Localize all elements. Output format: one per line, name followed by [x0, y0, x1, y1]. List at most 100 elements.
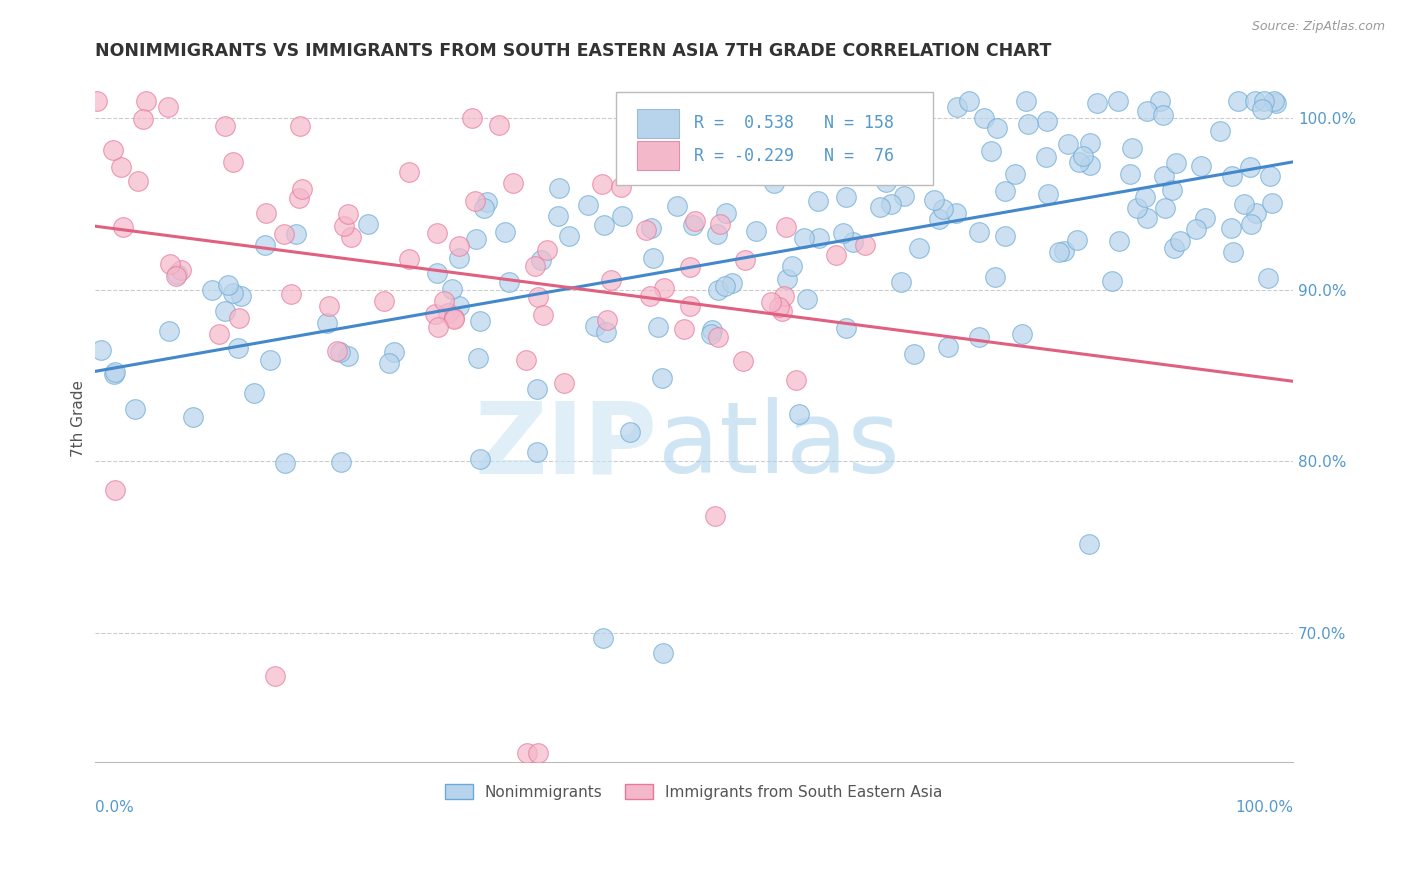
Point	[636, 165, 658, 179]
Point	[994, 229, 1017, 244]
Point	[1265, 96, 1288, 111]
Point	[103, 144, 125, 158]
Point	[793, 231, 815, 245]
Point	[166, 268, 188, 282]
Point	[1251, 102, 1274, 116]
Point	[1136, 211, 1159, 226]
Point	[957, 94, 980, 108]
Point	[969, 330, 991, 344]
Point	[1160, 182, 1182, 196]
Point	[427, 320, 450, 334]
Point	[986, 120, 1008, 135]
Point	[181, 410, 204, 425]
Point	[652, 281, 675, 295]
Point	[426, 226, 449, 240]
Point	[1153, 169, 1175, 183]
Point	[1133, 189, 1156, 203]
Point	[280, 287, 302, 301]
Point	[643, 252, 665, 266]
Point	[1125, 202, 1147, 216]
Point	[398, 252, 420, 266]
Point	[472, 201, 495, 215]
Point	[488, 118, 510, 132]
Point	[1036, 186, 1059, 201]
Point	[714, 206, 737, 220]
Point	[259, 353, 281, 368]
Point	[807, 194, 830, 209]
Point	[870, 114, 893, 128]
Point	[447, 299, 470, 313]
Point	[583, 318, 606, 333]
Point	[524, 260, 547, 274]
Point	[893, 189, 915, 203]
Point	[775, 271, 797, 285]
Point	[666, 155, 689, 169]
Point	[932, 202, 955, 216]
Point	[326, 344, 349, 359]
Point	[599, 273, 621, 287]
Point	[775, 220, 797, 235]
Text: 0.0%: 0.0%	[94, 799, 134, 814]
Point	[759, 294, 782, 309]
Point	[274, 456, 297, 470]
Point	[1220, 220, 1243, 235]
Point	[1004, 167, 1026, 181]
Point	[898, 149, 921, 163]
Point	[1101, 274, 1123, 288]
Point	[699, 326, 721, 341]
Point	[1107, 94, 1129, 108]
Point	[768, 301, 790, 315]
Point	[373, 293, 395, 308]
Point	[467, 351, 489, 366]
Point	[229, 289, 252, 303]
Point	[470, 314, 492, 328]
Point	[104, 365, 127, 379]
Point	[558, 229, 581, 244]
Point	[222, 285, 245, 300]
Point	[208, 326, 231, 341]
Text: R = -0.229   N =  76: R = -0.229 N = 76	[693, 146, 894, 164]
Point	[516, 746, 538, 760]
Point	[553, 376, 575, 390]
Point	[217, 277, 239, 292]
Point	[1244, 206, 1267, 220]
Point	[330, 455, 353, 469]
Point	[288, 191, 311, 205]
Point	[875, 175, 897, 189]
Point	[228, 311, 250, 326]
Point	[337, 207, 360, 221]
Point	[533, 308, 555, 322]
Point	[357, 217, 380, 231]
Point	[928, 212, 950, 227]
Point	[264, 669, 287, 683]
Point	[159, 257, 181, 271]
Point	[157, 324, 180, 338]
Point	[578, 198, 600, 212]
Point	[90, 343, 112, 358]
Point	[1164, 156, 1187, 170]
Point	[1258, 169, 1281, 183]
Point	[1066, 233, 1088, 247]
Point	[243, 385, 266, 400]
Point	[530, 252, 553, 267]
Point	[936, 340, 959, 354]
Point	[666, 199, 689, 213]
Point	[398, 165, 420, 179]
Point	[1253, 94, 1275, 108]
Point	[515, 352, 537, 367]
Text: Source: ZipAtlas.com: Source: ZipAtlas.com	[1251, 20, 1385, 33]
Point	[222, 155, 245, 169]
Point	[1153, 202, 1175, 216]
Point	[110, 160, 132, 174]
Point	[946, 100, 969, 114]
Point	[592, 219, 614, 233]
Point	[111, 219, 134, 234]
Point	[465, 232, 488, 246]
Point	[647, 319, 669, 334]
Point	[596, 312, 619, 326]
Point	[1194, 211, 1216, 226]
Point	[460, 111, 482, 125]
Point	[536, 243, 558, 257]
Point	[316, 316, 339, 330]
Point	[591, 177, 613, 191]
